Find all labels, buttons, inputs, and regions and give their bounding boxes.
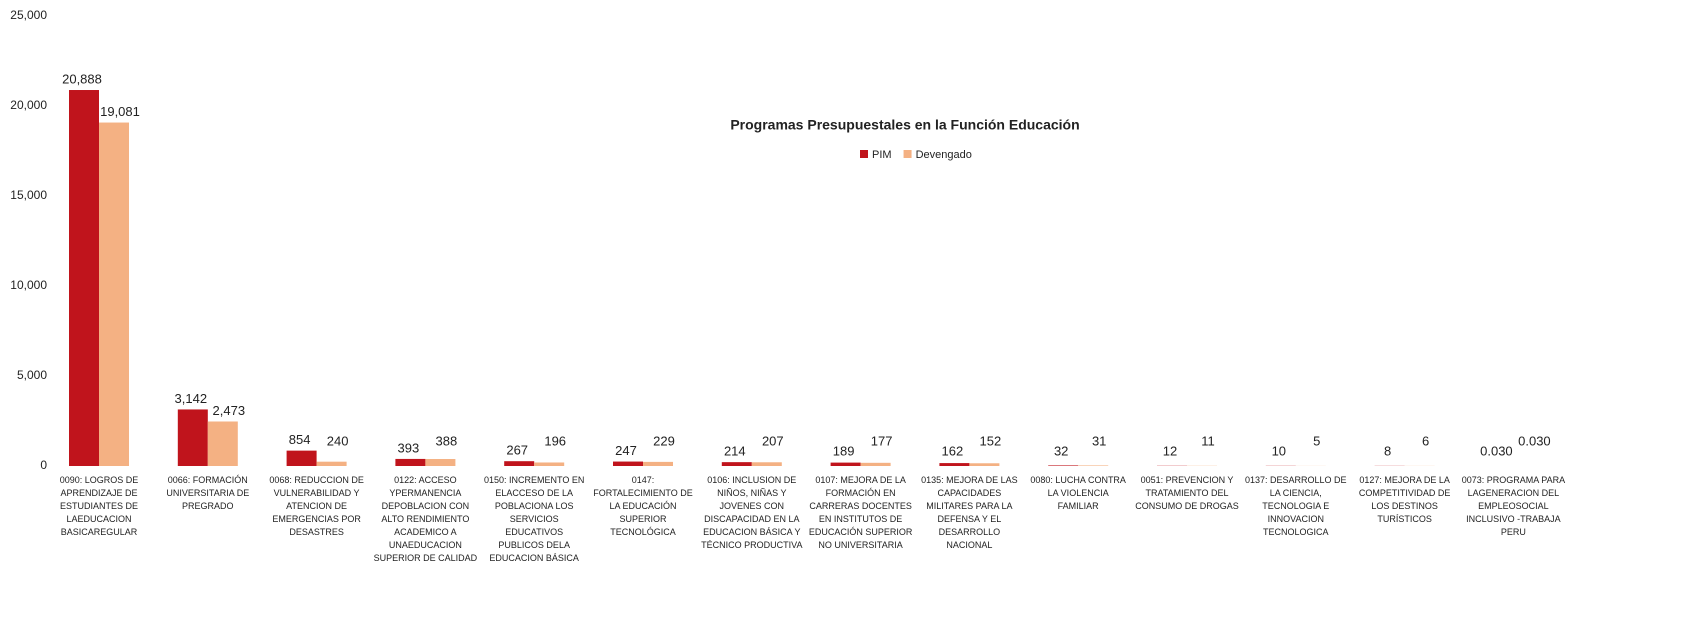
data-label: 207 bbox=[762, 433, 784, 448]
x-tick-label: 0080: LUCHA CONTRA LA VIOLENCIA FAMILIAR bbox=[1030, 475, 1126, 511]
y-tick-label: 5,000 bbox=[17, 368, 47, 382]
data-label: 162 bbox=[942, 443, 964, 458]
bar bbox=[425, 459, 456, 466]
bar bbox=[395, 458, 426, 466]
bar bbox=[99, 122, 129, 467]
y-tick-label: 20,000 bbox=[10, 98, 47, 112]
data-label: 12 bbox=[1163, 443, 1177, 458]
x-tick-label: 0090: LOGROS DE APRENDIZAJE DE ESTUDIANT… bbox=[59, 475, 139, 537]
x-tick-label: 0147: FORTALECIMIENTO DE LA EDUCACIÓN SU… bbox=[593, 475, 693, 537]
data-label: 3,142 bbox=[175, 391, 208, 406]
y-tick-label: 15,000 bbox=[10, 188, 47, 202]
bar bbox=[316, 461, 347, 466]
legend-swatch bbox=[903, 150, 912, 158]
bar bbox=[613, 461, 643, 466]
bar bbox=[504, 461, 535, 466]
x-tick-label: 0137: DESARROLLO DE LA CIENCIA, TECNOLOG… bbox=[1245, 475, 1347, 537]
data-label: 388 bbox=[436, 433, 458, 448]
y-tick-label: 25,000 bbox=[10, 8, 47, 22]
x-tick-label: 0106: INCLUSION DE NIÑOS, NIÑAS Y JOVENE… bbox=[701, 475, 803, 550]
x-tick-label: 0107: MEJORA DE LA FORMACIÓN EN CARRERAS… bbox=[808, 475, 913, 550]
data-label: 247 bbox=[615, 443, 637, 458]
bar bbox=[830, 462, 861, 466]
bar bbox=[286, 450, 317, 466]
data-label: 229 bbox=[653, 433, 675, 448]
x-tick-label: 0135: MEJORA DE LAS CAPACIDADES MILITARE… bbox=[921, 475, 1018, 550]
data-label: 0.030 bbox=[1518, 433, 1551, 448]
data-label: 11 bbox=[1201, 433, 1215, 448]
data-label: 196 bbox=[544, 433, 566, 448]
bar bbox=[1048, 465, 1079, 466]
bar bbox=[177, 409, 208, 466]
x-tick-label: 0150: INCREMENTO EN ELACCESO DE LA POBLA… bbox=[484, 475, 585, 563]
data-label: 189 bbox=[833, 443, 855, 458]
bar bbox=[969, 463, 1000, 466]
data-label: 177 bbox=[871, 433, 893, 448]
bar bbox=[69, 90, 99, 467]
legend-swatch bbox=[860, 150, 868, 158]
x-tick-label: 0068: REDUCCION DE VULNERABILIDAD Y ATEN… bbox=[269, 475, 364, 537]
data-label: 240 bbox=[327, 433, 349, 448]
bar bbox=[207, 421, 238, 466]
bar bbox=[860, 462, 891, 466]
data-label: 393 bbox=[398, 440, 420, 455]
bar bbox=[1078, 465, 1109, 466]
bar bbox=[721, 462, 752, 466]
x-tick-label: 0066: FORMACIÓN UNIVERSITARIA DE PREGRAD… bbox=[166, 475, 250, 511]
bar bbox=[751, 462, 782, 466]
data-label: 31 bbox=[1092, 433, 1106, 448]
data-label: 19,081 bbox=[100, 104, 140, 119]
chart-title: Programas Presupuestales en la Función E… bbox=[730, 117, 1079, 133]
legend-label: Devengado bbox=[916, 149, 972, 161]
data-label: 20,888 bbox=[62, 71, 102, 86]
x-tick-label: 0122: ACCESO YPERMANENCIA DEPOBLACION CO… bbox=[373, 475, 478, 563]
data-label: 8 bbox=[1384, 443, 1391, 458]
data-label: 32 bbox=[1054, 443, 1068, 458]
x-tick-label: 0073: PROGRAMA PARA LAGENERACION DEL EMP… bbox=[1461, 475, 1566, 537]
data-label: 854 bbox=[289, 432, 311, 447]
data-label: 214 bbox=[724, 443, 746, 458]
data-label: 2,473 bbox=[213, 403, 246, 418]
data-label: 267 bbox=[506, 443, 528, 458]
bar bbox=[534, 462, 565, 466]
data-label: 5 bbox=[1313, 433, 1320, 448]
y-tick-label: 10,000 bbox=[10, 278, 47, 292]
x-tick-label: 0127: MEJORA DE LA COMPETITIVIDAD DE LOS… bbox=[1358, 475, 1451, 524]
x-tick-label: 0051: PREVENCION Y TRATAMIENTO DEL CONSU… bbox=[1135, 475, 1239, 511]
data-label: 152 bbox=[980, 433, 1002, 448]
y-tick-label: 0 bbox=[40, 458, 47, 472]
data-label: 10 bbox=[1272, 443, 1286, 458]
bar bbox=[643, 461, 673, 466]
bar bbox=[939, 463, 970, 466]
data-label: 0.030 bbox=[1480, 443, 1513, 458]
legend-label: PIM bbox=[872, 149, 892, 161]
data-label: 6 bbox=[1422, 433, 1429, 448]
